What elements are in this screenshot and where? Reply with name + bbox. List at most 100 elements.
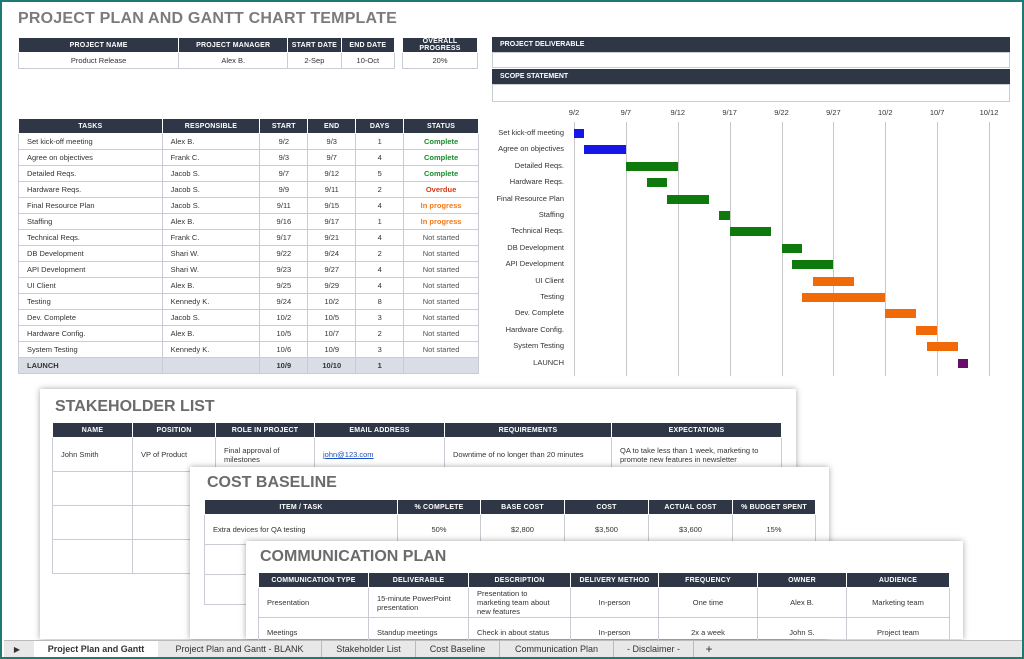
task-responsible-cell[interactable]: Jacob S. [161,181,261,198]
task-start-cell[interactable]: 10/2 [259,309,309,326]
task-responsible-cell[interactable]: Alex B. [161,325,261,342]
project-deliverable-cell[interactable] [492,52,1010,68]
comm-cell-owner[interactable]: Alex B. [757,587,847,618]
task-days-cell[interactable]: 8 [355,293,405,310]
task-name-cell[interactable]: Set kick-off meeting [18,133,163,150]
sh-empty-cell[interactable] [52,539,133,574]
task-start-cell[interactable]: 9/3 [259,149,309,166]
task-start-cell[interactable]: 9/16 [259,213,309,230]
start-date-cell[interactable]: 2-Sep [287,52,342,69]
task-status-cell[interactable]: Not started [403,309,479,326]
task-name-cell[interactable]: Technical Reqs. [18,229,163,246]
task-status-cell[interactable]: Not started [403,325,479,342]
launch-end-cell[interactable]: 10/10 [307,357,357,374]
task-end-cell[interactable]: 9/29 [307,277,357,294]
task-responsible-cell[interactable]: Frank C. [161,149,261,166]
task-responsible-cell[interactable]: Jacob S. [161,165,261,182]
task-end-cell[interactable]: 9/21 [307,229,357,246]
task-days-cell[interactable]: 1 [355,133,405,150]
task-responsible-cell[interactable]: Shari W. [161,245,261,262]
task-responsible-cell[interactable]: Alex B. [161,277,261,294]
task-name-cell[interactable]: Detailed Reqs. [18,165,163,182]
tab-stakeholder-list[interactable]: Stakeholder List [322,641,416,657]
task-end-cell[interactable]: 9/15 [307,197,357,214]
task-name-cell[interactable]: Final Resource Plan [18,197,163,214]
cost-cell-actual[interactable]: $3,600 [648,514,733,545]
task-responsible-cell[interactable]: Alex B. [161,213,261,230]
task-end-cell[interactable]: 9/7 [307,149,357,166]
comm-cell-method[interactable]: In-person [570,587,659,618]
task-start-cell[interactable]: 9/7 [259,165,309,182]
task-days-cell[interactable]: 2 [355,325,405,342]
comm-cell-description[interactable]: Presentation to marketing team about new… [468,587,571,618]
task-end-cell[interactable]: 9/17 [307,213,357,230]
task-start-cell[interactable]: 9/22 [259,245,309,262]
task-start-cell[interactable]: 9/25 [259,277,309,294]
task-end-cell[interactable]: 9/27 [307,261,357,278]
task-days-cell[interactable]: 3 [355,341,405,358]
tab-communication-plan[interactable]: Communication Plan [500,641,614,657]
task-responsible-cell[interactable]: Kennedy K. [161,341,261,358]
add-sheet-button[interactable]: + [705,642,713,656]
task-name-cell[interactable]: Agree on objectives [18,149,163,166]
launch-days-cell[interactable]: 1 [355,357,405,374]
cost-cell-base[interactable]: $2,800 [480,514,565,545]
cost-cell-complete[interactable]: 50% [397,514,481,545]
task-responsible-cell[interactable]: Frank C. [161,229,261,246]
task-status-cell[interactable]: Complete [403,149,479,166]
task-name-cell[interactable]: System Testing [18,341,163,358]
cost-cell-budget[interactable]: 15% [732,514,816,545]
task-end-cell[interactable]: 10/2 [307,293,357,310]
task-status-cell[interactable]: Not started [403,341,479,358]
task-responsible-cell[interactable]: Shari W. [161,261,261,278]
task-end-cell[interactable]: 9/24 [307,245,357,262]
task-status-cell[interactable]: Not started [403,293,479,310]
end-date-cell[interactable]: 10-Oct [340,52,396,69]
sh-empty-cell[interactable] [52,471,133,506]
task-responsible-cell[interactable]: Kennedy K. [161,293,261,310]
task-status-cell[interactable]: Overdue [403,181,479,198]
task-status-cell[interactable]: Complete [403,133,479,150]
email-link[interactable]: john@123.com [323,450,374,459]
tab-cost-baseline[interactable]: Cost Baseline [416,641,500,657]
sh-empty-cell[interactable] [52,505,133,540]
task-end-cell[interactable]: 9/3 [307,133,357,150]
task-start-cell[interactable]: 9/17 [259,229,309,246]
task-status-cell[interactable]: In progress [403,213,479,230]
comm-cell-type[interactable]: Presentation [258,587,369,618]
task-days-cell[interactable]: 4 [355,261,405,278]
task-status-cell[interactable]: Not started [403,261,479,278]
task-days-cell[interactable]: 4 [355,197,405,214]
project-name-cell[interactable]: Product Release [17,52,180,69]
task-name-cell[interactable]: Staffing [18,213,163,230]
task-status-cell[interactable]: Complete [403,165,479,182]
launch-task-cell[interactable]: LAUNCH [18,357,163,374]
task-responsible-cell[interactable]: Alex B. [161,133,261,150]
task-days-cell[interactable]: 2 [355,245,405,262]
scroll-left-icon[interactable]: ▶ [13,645,21,654]
task-responsible-cell[interactable]: Jacob S. [161,197,261,214]
task-end-cell[interactable]: 10/9 [307,341,357,358]
task-name-cell[interactable]: UI Client [18,277,163,294]
task-end-cell[interactable]: 10/7 [307,325,357,342]
task-start-cell[interactable]: 9/24 [259,293,309,310]
task-name-cell[interactable]: API Development [18,261,163,278]
task-responsible-cell[interactable]: Jacob S. [161,309,261,326]
task-start-cell[interactable]: 9/9 [259,181,309,198]
scope-statement-cell[interactable] [492,84,1010,102]
sh-cell-position[interactable]: VP of Product [132,437,216,472]
task-status-cell[interactable]: Not started [403,277,479,294]
sh-cell-name[interactable]: John Smith [52,437,133,472]
tab-project-plan-gantt[interactable]: Project Plan and Gantt [34,641,158,657]
task-status-cell[interactable]: Not started [403,245,479,262]
task-name-cell[interactable]: Hardware Config. [18,325,163,342]
task-status-cell[interactable]: In progress [403,197,479,214]
task-start-cell[interactable]: 10/6 [259,341,309,358]
task-name-cell[interactable]: Hardware Reqs. [18,181,163,198]
task-days-cell[interactable]: 3 [355,309,405,326]
task-days-cell[interactable]: 4 [355,229,405,246]
launch-start-cell[interactable]: 10/9 [259,357,309,374]
task-days-cell[interactable]: 5 [355,165,405,182]
task-name-cell[interactable]: Dev. Complete [18,309,163,326]
task-name-cell[interactable]: DB Development [18,245,163,262]
